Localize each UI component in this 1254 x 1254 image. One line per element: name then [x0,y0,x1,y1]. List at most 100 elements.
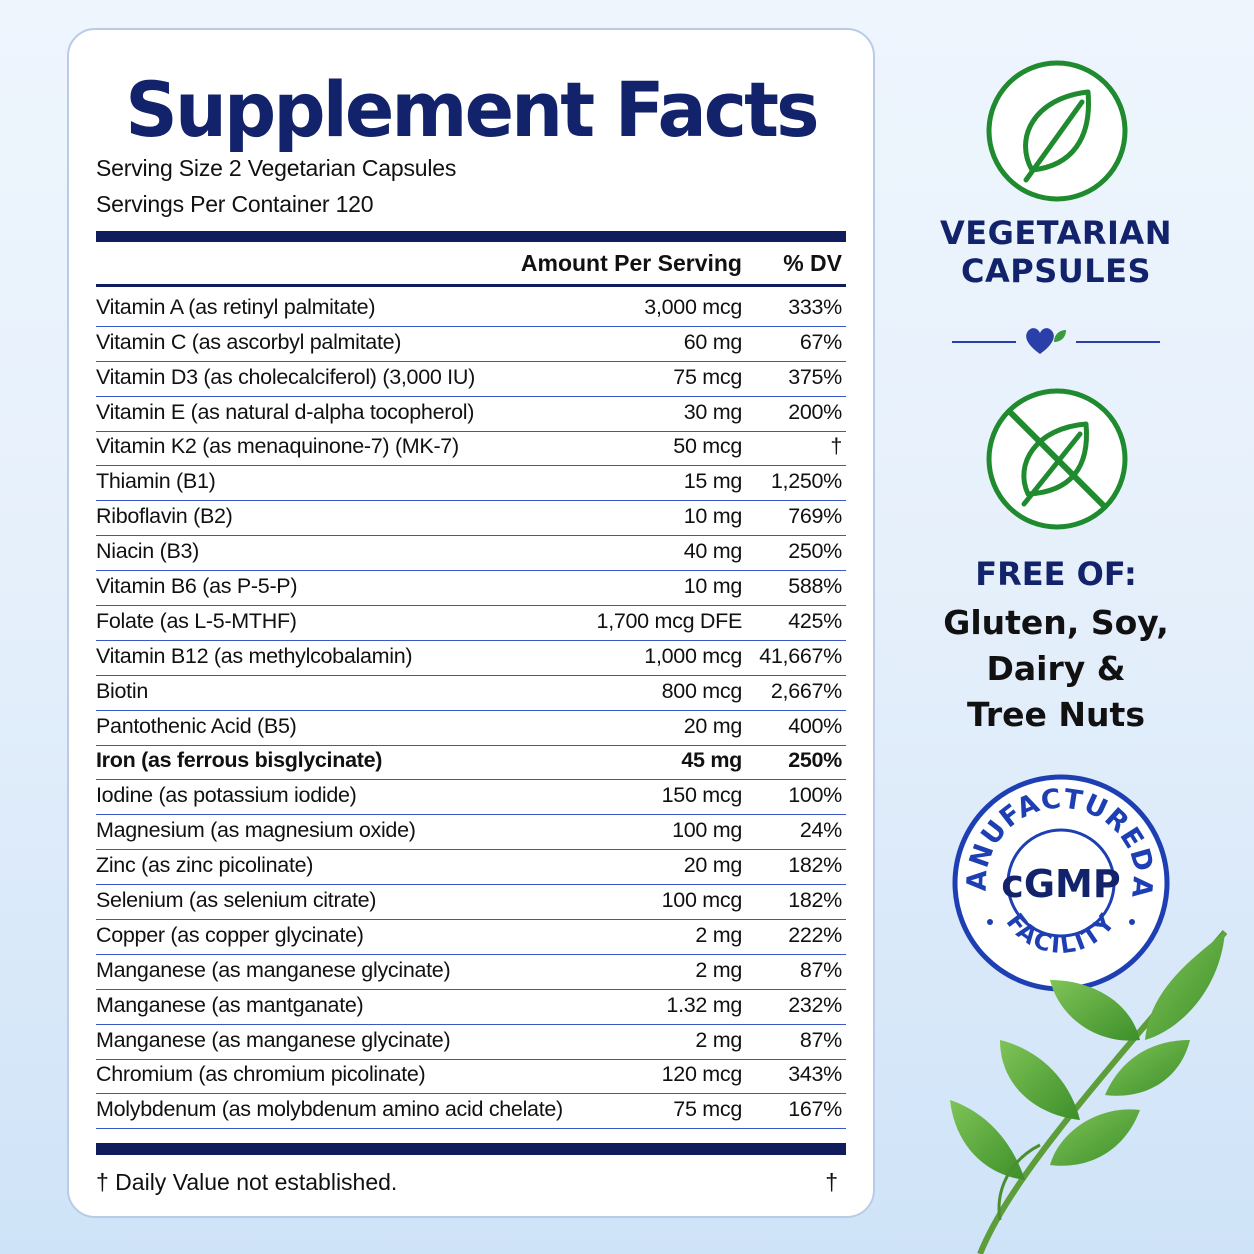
table-row: Vitamin A (as retinyl palmitate) 3,000 mc… [96,292,846,327]
footnote: † Daily Value not established. † [96,1169,846,1196]
nutrient-amount: 100 mg [672,818,742,843]
free-line2: Dairy & [986,649,1126,688]
nutrient-dv: 232% [788,992,842,1017]
nutrient-dv: 67% [799,329,842,354]
nutrient-amount: 75 mcg [673,1097,742,1122]
nutrient-amount: 800 mcg [661,678,743,703]
nutrient-amount: 1.32 mg [666,992,742,1017]
nutrient-name: Vitamin A (as retinyl palmitate) [96,294,376,319]
top-thick-rule [96,231,846,242]
nutrient-name: Pantothenic Acid (B5) [96,713,297,738]
table-row: Pantothenic Acid (B5) 20 mg 400% [96,711,846,746]
table-row: Manganese (as mantganate) 1.32 mg 232% [96,990,846,1025]
table-row: Magnesium (as magnesium oxide) 100 mg 24% [96,815,846,851]
nutrient-dv: 24% [799,818,842,843]
nutrient-amount: 40 mg [683,539,743,564]
nutrient-dv: 182% [788,853,842,878]
nutrient-amount: 120 mcg [661,1062,743,1087]
nutrient-name: Copper (as copper glycinate) [96,922,364,947]
nutrient-name: Vitamin D3 (as cholecalciferol) (3,000 I… [96,364,475,389]
table-row: Manganese (as manganese glycinate) 2 mg 87… [96,955,846,990]
nutrient-dv: 100% [788,783,842,808]
nutrient-dv: 41,667% [759,643,842,668]
nutrient-dv: 588% [788,574,842,599]
nutrient-name: Biotin [96,678,148,703]
nutrient-amount: 2 mg [695,1027,742,1052]
nutrient-name: Magnesium (as magnesium oxide) [96,818,416,843]
free-line1: Gluten, Soy, [943,603,1169,642]
nutrient-name: Riboflavin (B2) [96,504,233,529]
cgmp-badge-icon: MANUFACTURED IN A FACILITY cGMP [950,772,1170,992]
nutrient-name: Chromium (as chromium picolinate) [96,1062,426,1087]
table-row: Zinc (as zinc picolinate) 20 mg 182% [96,850,846,886]
nutrient-amount: 150 mcg [661,783,743,808]
nutrient-dv: † [830,434,842,459]
table-row: Vitamin E (as natural d-alpha tocopherol… [96,397,846,432]
table-row: Riboflavin (B2) 10 mg 769% [96,501,846,537]
table-row: Niacin (B3) 40 mg 250% [96,536,846,572]
nutrient-amount: 30 mg [683,399,743,424]
vegetarian-line1: VEGETARIAN [940,214,1172,252]
supplement-facts-panel: Supplement Facts Serving Size 2 Vegetari… [67,28,875,1218]
table-row: Manganese (as manganese glycinate) 2 mg 87… [96,1025,846,1060]
nutrient-name: Folate (as L-5-MTHF) [96,608,297,633]
table-row: Iron (as ferrous bisglycinate) 45 mg 250% [96,746,846,781]
panel-title: Supplement Facts [125,65,819,154]
nutrient-name: Vitamin E (as natural d-alpha tocopherol… [96,399,475,424]
nutrient-dv: 200% [788,399,842,424]
free-of-list: Gluten, Soy, Dairy & Tree Nuts [930,600,1182,738]
nutrient-dv: 333% [788,294,842,319]
nutrient-dv: 343% [788,1062,842,1087]
bottom-thick-rule [96,1143,846,1155]
divider-right [1076,341,1160,343]
nutrient-name: Vitamin C (as ascorbyl palmitate) [96,329,402,354]
table-row: Vitamin C (as ascorbyl palmitate) 60 mg 67… [96,327,846,362]
nutrient-amount: 2 mg [695,957,742,982]
table-row: Vitamin D3 (as cholecalciferol) (3,000 I… [96,362,846,397]
divider-left [952,341,1016,343]
serving-size: Serving Size 2 Vegetarian Capsules [96,155,457,181]
heart-leaf-icon [1026,328,1066,354]
nutrient-amount: 50 mcg [673,434,742,459]
table-row: Selenium (as selenium citrate) 100 mcg 182… [96,885,846,921]
table-row: Copper (as copper glycinate) 2 mg 222% [96,920,846,955]
nutrient-dv: 375% [788,364,842,389]
free-of-title: FREE OF: [975,555,1137,593]
table-row: Vitamin K2 (as menaquinone-7) (MK-7) 50 m… [96,432,846,467]
nutrient-name: Vitamin B6 (as P-5-P) [96,574,298,599]
nutrient-dv: 167% [788,1097,842,1122]
nutrient-amount: 100 mcg [661,888,743,913]
nutrient-dv: 250% [788,748,842,773]
footnote-text: † Daily Value not established. [96,1169,398,1195]
nutrient-amount: 20 mg [683,713,743,738]
table-row: Chromium (as chromium picolinate) 120 mcg… [96,1060,846,1095]
nutrient-name: Selenium (as selenium citrate) [96,888,377,913]
nutrient-amount: 3,000 mcg [644,294,742,319]
vegetarian-line2: CAPSULES [960,252,1152,290]
table-row: Biotin 800 mcg 2,667% [96,676,846,711]
leaf-icon [986,60,1128,202]
vegetarian-capsules-text: VEGETARIAN CAPSULES [940,214,1172,290]
nutrient-name: Thiamin (B1) [96,469,216,494]
nutrient-amount: 75 mcg [673,364,742,389]
nutrient-dv: 250% [788,539,842,564]
nutrient-amount: 15 mg [683,469,743,494]
nutrient-dv: 87% [799,1027,842,1052]
nutrient-amount: 20 mg [683,853,743,878]
table-row: Iodine (as potassium iodide) 150 mcg 100% [96,780,846,816]
nutrient-dv: 2,667% [770,678,842,703]
nutrient-dv: 425% [788,608,842,633]
header-rule [96,284,846,287]
nutrient-name: Vitamin K2 (as menaquinone-7) (MK-7) [96,434,459,459]
nutrient-amount: 1,700 mcg DFE [596,608,743,633]
table-row: Vitamin B6 (as P-5-P) 10 mg 588% [96,571,846,607]
nutrient-name: Manganese (as manganese glycinate) [96,1027,451,1052]
free-line3: Tree Nuts [967,695,1145,734]
badge-center-text: cGMP [1001,862,1120,906]
table-row: Vitamin B12 (as methylcobalamin) 1,000 mc… [96,641,846,676]
nutrient-dv: 400% [788,713,842,738]
header-dv: % DV [783,250,842,276]
table-row: Folate (as L-5-MTHF) 1,700 mcg DFE 425% [96,606,846,641]
header-amount: Amount Per Serving [520,250,742,276]
badge-rotated-letter: A [1125,875,1158,899]
